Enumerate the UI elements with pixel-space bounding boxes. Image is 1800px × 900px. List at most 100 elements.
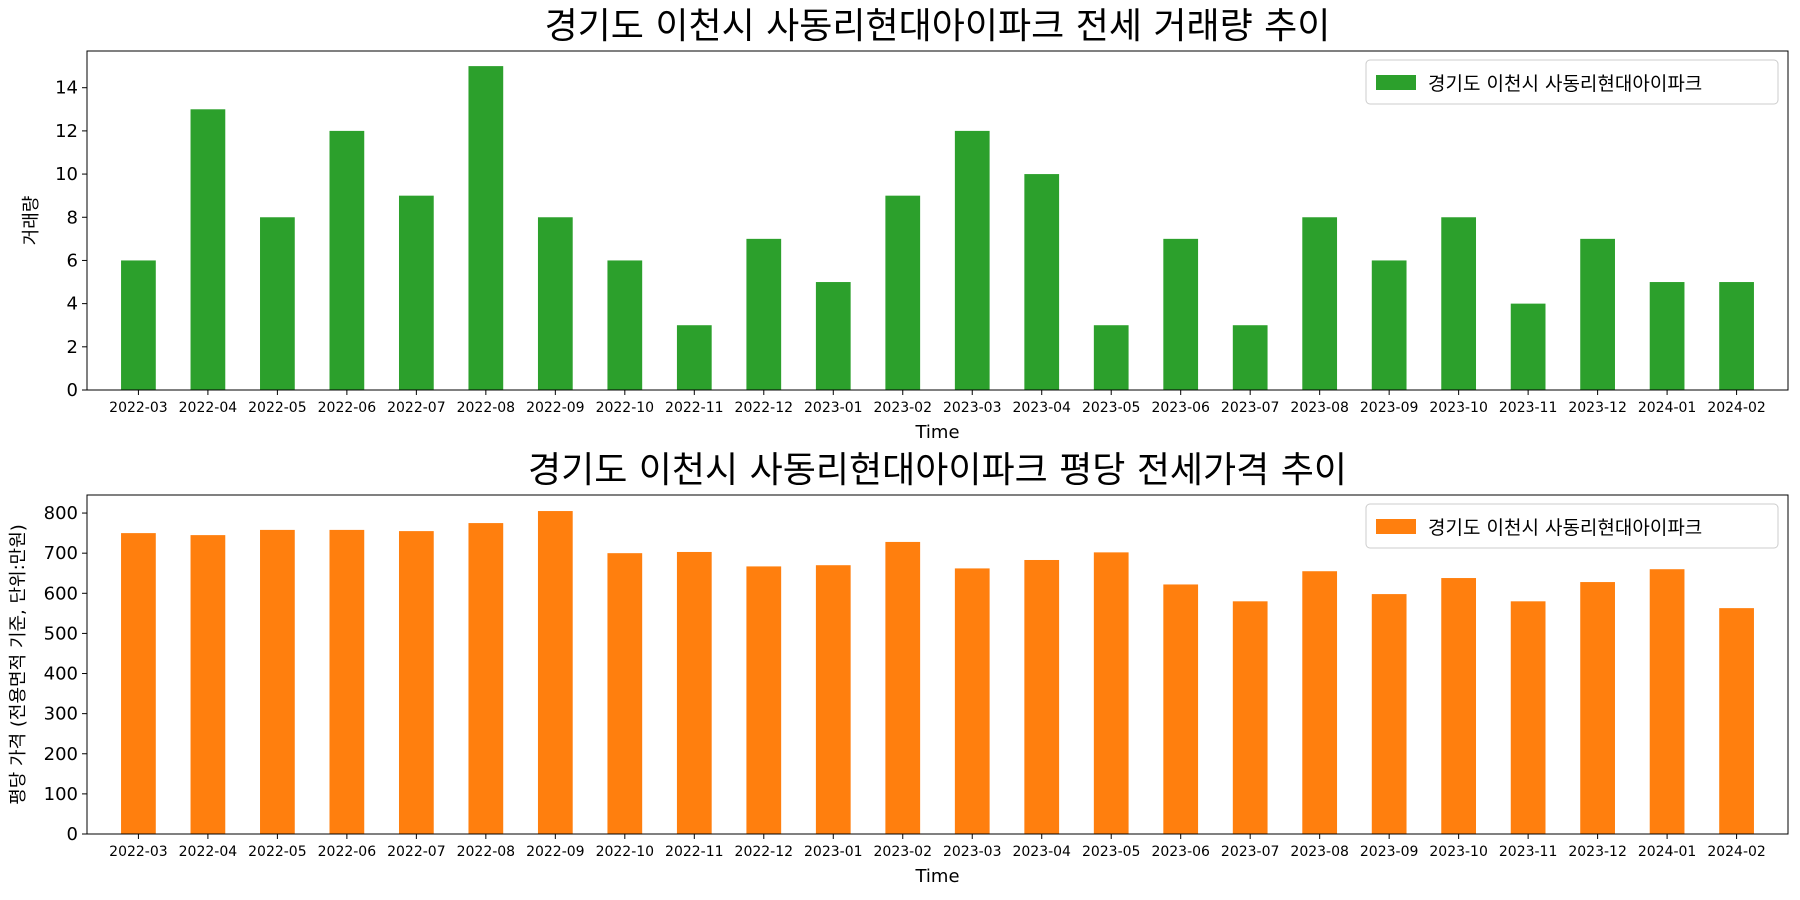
chart-1-plot-frame: [86, 50, 1789, 391]
chart-2-ytick-label-100: 100: [44, 784, 78, 805]
chart-1-bar-2024-01: [1649, 282, 1685, 390]
chart-1-bar-2023-07: [1232, 325, 1268, 390]
chart-2-xtick-label-2022-06: 2022-06: [318, 844, 377, 860]
chart-1-bar-2023-06: [1163, 238, 1199, 390]
chart-2-bar-2022-09: [537, 511, 573, 834]
chart-2-xtick-label-2024-01: 2024-01: [1638, 844, 1697, 860]
chart-1-bar-2022-06: [329, 130, 365, 390]
chart-1-xtick-label-2022-08: 2022-08: [457, 400, 516, 416]
chart-1-bar-2022-04: [190, 109, 226, 390]
chart-1-xtick-label-2022-07: 2022-07: [387, 400, 446, 416]
chart-2-xtick-label-2022-05: 2022-05: [248, 844, 307, 860]
chart-1-bar-2023-09: [1371, 260, 1407, 390]
chart-1-bar-2023-01: [815, 282, 851, 390]
chart-1-xtick-label-2023-05: 2023-05: [1082, 400, 1141, 416]
chart-1-legend-label: 경기도 이천시 사동리현대아이파크: [1428, 73, 1702, 95]
chart-1-legend-box: [1365, 59, 1779, 105]
chart-1-xtick-label-2022-12: 2022-12: [735, 400, 794, 416]
chart-1-xtick-label-2023-09: 2023-09: [1360, 400, 1419, 416]
chart-2-ytick-label-600: 600: [44, 583, 78, 604]
chart-2-bar-2023-02: [885, 541, 921, 834]
chart-2-xtick-label-2023-02: 2023-02: [874, 844, 933, 860]
chart-1-ytick-label-4: 4: [67, 294, 78, 315]
chart-2-xtick-label-2022-11: 2022-11: [665, 844, 724, 860]
chart-1-xtick-label-2024-01: 2024-01: [1638, 400, 1697, 416]
chart-2-bar-2023-07: [1232, 601, 1268, 834]
chart-1-xtick-label-2023-08: 2023-08: [1290, 400, 1349, 416]
chart-1-xtick-label-2022-06: 2022-06: [318, 400, 377, 416]
chart-2-bar-2022-06: [329, 529, 365, 834]
chart-1-bar-2024-02: [1719, 282, 1754, 390]
chart-1-bar-2022-11: [676, 325, 712, 390]
chart-2-legend-swatch: [1376, 519, 1416, 534]
chart-2-bar-2023-09: [1371, 594, 1407, 834]
chart-1-ytick-label-14: 14: [55, 78, 78, 99]
chart-1-xlabel: Time: [914, 422, 959, 443]
chart-1-xtick-label-2022-05: 2022-05: [248, 400, 307, 416]
chart-2-xtick-label-2022-03: 2022-03: [109, 844, 168, 860]
chart-1-ytick-label-2: 2: [67, 337, 78, 358]
chart-1-bar-2023-10: [1441, 217, 1477, 390]
chart-1-title: 경기도 이천시 사동리현대아이파크 전세 거래량 추이: [545, 6, 1331, 47]
chart-2-xtick-label-2023-05: 2023-05: [1082, 844, 1141, 860]
chart-2-bar-2023-01: [815, 565, 851, 834]
chart-2-bar-2023-05: [1093, 552, 1129, 834]
chart-2-xtick-label-2022-08: 2022-08: [457, 844, 516, 860]
chart-2-ytick-label-400: 400: [44, 664, 78, 685]
chart-1-bar-2023-12: [1580, 238, 1615, 390]
chart-1-xtick-label-2022-10: 2022-10: [596, 400, 655, 416]
chart-2-bar-2022-03: [121, 533, 156, 834]
chart-1-ytick-label-6: 6: [67, 250, 78, 271]
chart-2-ytick-label-500: 500: [44, 623, 78, 644]
chart-1-xtick-label-2022-09: 2022-09: [526, 400, 585, 416]
chart-1-xtick-label-2023-06: 2023-06: [1151, 400, 1210, 416]
chart-2-title: 경기도 이천시 사동리현대아이파크 평당 전세가격 추이: [528, 450, 1347, 491]
chart-2-xtick-label-2023-03: 2023-03: [943, 844, 1002, 860]
chart-1-xtick-label-2023-04: 2023-04: [1012, 400, 1071, 416]
chart-1-xtick-label-2023-02: 2023-02: [874, 400, 933, 416]
chart-1-xtick-label-2022-11: 2022-11: [665, 400, 724, 416]
chart-1-bar-2023-04: [1024, 174, 1060, 390]
chart-2-xtick-label-2023-04: 2023-04: [1012, 844, 1071, 860]
chart-1-xtick-label-2023-07: 2023-07: [1221, 400, 1280, 416]
chart-1-xtick-label-2022-04: 2022-04: [179, 400, 238, 416]
chart-1-xtick-label-2023-12: 2023-12: [1568, 400, 1627, 416]
chart-1-xtick-label-2023-01: 2023-01: [804, 400, 863, 416]
chart-2-xtick-label-2024-02: 2024-02: [1707, 844, 1766, 860]
chart-2-bar-2023-11: [1510, 601, 1546, 834]
chart-2-bar-2022-05: [260, 529, 295, 834]
chart-2-bar-2024-01: [1649, 569, 1685, 834]
chart-2-bar-2024-02: [1719, 608, 1754, 834]
chart-2-xtick-label-2022-12: 2022-12: [735, 844, 794, 860]
chart-2-legend-label: 경기도 이천시 사동리현대아이파크: [1428, 517, 1702, 539]
chart-2-plot-frame: [86, 494, 1789, 835]
chart-1-xtick-label-2023-03: 2023-03: [943, 400, 1002, 416]
chart-1-bar-2023-05: [1093, 325, 1129, 390]
chart-1-bar-2023-11: [1510, 303, 1546, 390]
chart-2-xtick-label-2022-07: 2022-07: [387, 844, 446, 860]
chart-2-xtick-label-2023-08: 2023-08: [1290, 844, 1349, 860]
chart-2-legend-box: [1365, 503, 1779, 549]
chart-2-xtick-label-2023-07: 2023-07: [1221, 844, 1280, 860]
chart-2-bar-2022-11: [676, 551, 712, 834]
chart-1-bar-2022-09: [537, 217, 573, 390]
chart-2-ytick-label-0: 0: [67, 824, 78, 845]
chart-1-bar-2022-07: [398, 195, 434, 390]
chart-1-xtick-label-2024-02: 2024-02: [1707, 400, 1766, 416]
chart-1-ytick-label-0: 0: [67, 380, 78, 401]
chart-2-bar-2022-07: [398, 531, 434, 834]
chart-2-bar-2023-03: [954, 568, 990, 834]
chart-1-legend-swatch: [1376, 75, 1416, 90]
chart-2-bar-2023-08: [1302, 571, 1338, 834]
chart-2-xtick-label-2023-09: 2023-09: [1360, 844, 1419, 860]
chart-1-bar-2022-03: [121, 260, 156, 390]
chart-1-bar-2022-08: [468, 66, 504, 390]
chart-2-bar-2023-04: [1024, 559, 1060, 834]
chart-2-ytick-label-700: 700: [44, 543, 78, 564]
chart-2-bar-2023-10: [1441, 578, 1477, 834]
chart-2-xtick-label-2023-11: 2023-11: [1499, 844, 1558, 860]
chart-2-bar-2023-12: [1580, 582, 1615, 834]
chart-1-bar-2022-12: [746, 238, 782, 390]
chart-1-bar-2023-02: [885, 195, 921, 390]
